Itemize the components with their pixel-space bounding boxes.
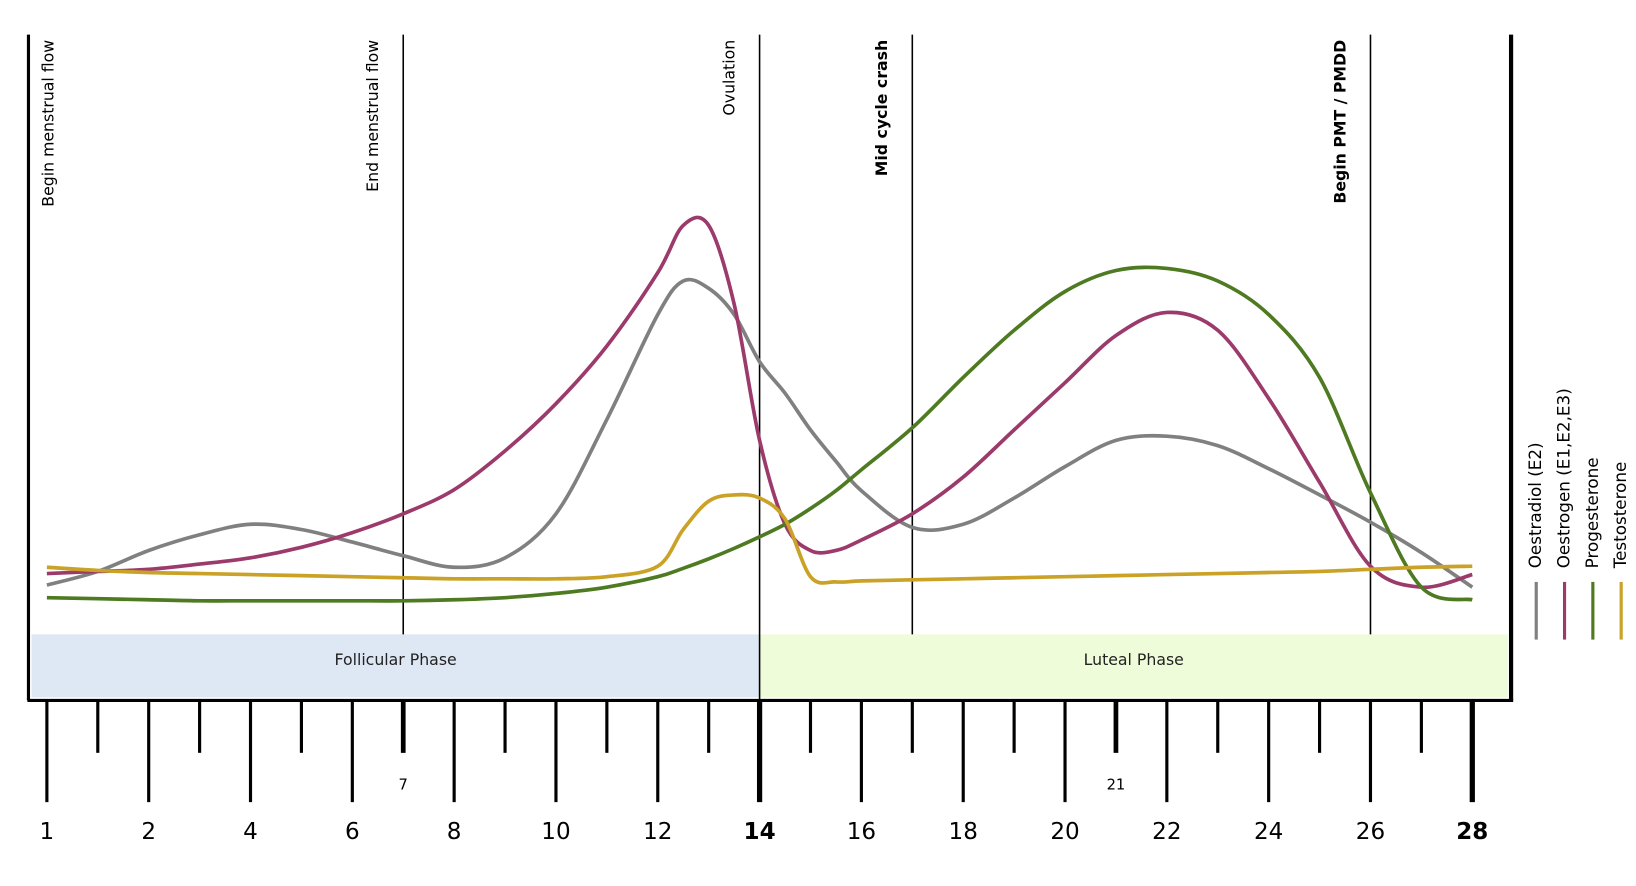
x-tick-label: 20: [1050, 819, 1079, 845]
x-tick-label: 10: [541, 819, 570, 845]
event-label: End menstrual flow: [363, 40, 382, 192]
legend-label: Progesterone: [1582, 457, 1602, 568]
x-tick-label: 22: [1152, 819, 1181, 845]
x-tick-label: 26: [1356, 819, 1385, 845]
event-label: Begin menstrual flow: [39, 40, 58, 207]
phase-band: [31, 634, 760, 698]
x-tick-label: 12: [643, 819, 672, 845]
phase-label: Follicular Phase: [334, 650, 456, 669]
x-tick-label: 24: [1254, 819, 1283, 845]
x-tick-label: 7: [399, 777, 408, 794]
x-tick-label: 18: [949, 819, 978, 845]
event-label: Mid cycle crash: [872, 40, 891, 176]
phase-label: Luteal Phase: [1084, 650, 1184, 669]
x-tick-label: 14: [744, 819, 776, 845]
x-tick-label: 1: [40, 819, 55, 845]
series-line: [46, 492, 1473, 585]
series-line: [46, 265, 1473, 603]
x-tick-label: 2: [141, 819, 156, 845]
phase-band: [759, 634, 1508, 698]
event-label: Ovulation: [719, 40, 738, 116]
series-line: [46, 277, 1474, 589]
series-line: [46, 215, 1473, 590]
legend-label: Oestradiol (E2): [1525, 442, 1545, 568]
x-tick-label: 21: [1107, 777, 1126, 794]
x-tick-label: 6: [345, 819, 360, 845]
event-label: Begin PMT / PMDD: [1330, 40, 1349, 204]
x-tick-label: 28: [1456, 819, 1488, 845]
legend-label: Testosterone: [1610, 462, 1630, 570]
x-tick-label: 4: [243, 819, 258, 845]
x-tick-label: 8: [447, 819, 462, 845]
x-tick-label: 16: [847, 819, 876, 845]
legend-label: Oestrogen (E1,E2,E3): [1554, 388, 1574, 568]
